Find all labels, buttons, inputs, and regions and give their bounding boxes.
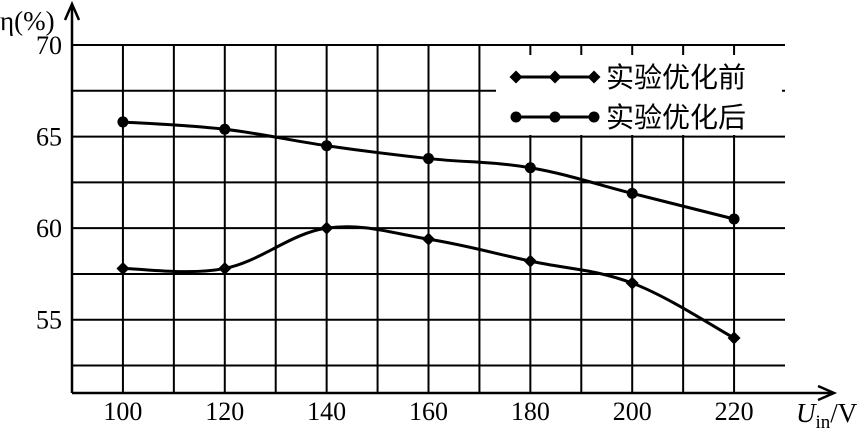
- y-tick-label: 55: [36, 306, 62, 335]
- legend-diamond-marker: [509, 70, 523, 84]
- circle-data-point: [219, 123, 231, 135]
- legend-label: 实验优化后: [606, 101, 746, 134]
- diamond-data-point: [320, 221, 334, 235]
- x-axis-arrow: [817, 384, 838, 402]
- legend-label: 实验优化前: [606, 61, 746, 94]
- diamond-data-point: [727, 331, 741, 345]
- diamond-data-point: [116, 261, 130, 275]
- x-axis-symbol: U: [796, 398, 817, 428]
- circle-data-point: [728, 213, 740, 225]
- axes: [63, 0, 838, 402]
- diamond-data-point: [422, 232, 435, 246]
- y-tick-label: 65: [36, 123, 62, 152]
- x-tick-label: 140: [307, 397, 346, 426]
- circle-data-point: [626, 187, 638, 199]
- x-tick-label: 100: [103, 397, 142, 426]
- x-axis-label: Uin/V: [796, 398, 858, 428]
- y-tick-label: 70: [36, 31, 62, 60]
- circle-data-point: [524, 162, 536, 174]
- x-tick-label: 160: [409, 397, 448, 426]
- legend-background: [496, 55, 782, 135]
- y-axis-label: η(%): [0, 6, 55, 36]
- x-tick-label: 220: [715, 397, 754, 426]
- series-group: [116, 116, 741, 345]
- legend-diamond-marker: [587, 70, 601, 84]
- legend-diamond-marker: [548, 70, 562, 84]
- x-axis-subscript: in: [816, 412, 831, 428]
- circle-data-point: [321, 140, 333, 152]
- x-tick-label: 180: [511, 397, 550, 426]
- y-tick-label: 60: [36, 214, 62, 243]
- diamond-data-point: [625, 276, 639, 290]
- diamond-data-point: [218, 261, 232, 275]
- x-axis-unit: /V: [830, 398, 858, 428]
- circle-data-point: [117, 116, 129, 128]
- legend-circle-marker: [588, 111, 600, 123]
- circle-data-point: [423, 153, 434, 165]
- x-tick-label: 200: [613, 397, 652, 426]
- y-axis-arrow: [63, 0, 81, 21]
- tick-labels: 100 120 140 160 180 200 220 55 60 65 70: [36, 31, 754, 426]
- diamond-data-point: [523, 254, 537, 268]
- legend-circle-marker: [510, 111, 522, 123]
- series-1: [116, 221, 741, 345]
- x-tick-label: 120: [205, 397, 244, 426]
- legend-circle-marker: [549, 111, 561, 123]
- series-2: [117, 116, 740, 225]
